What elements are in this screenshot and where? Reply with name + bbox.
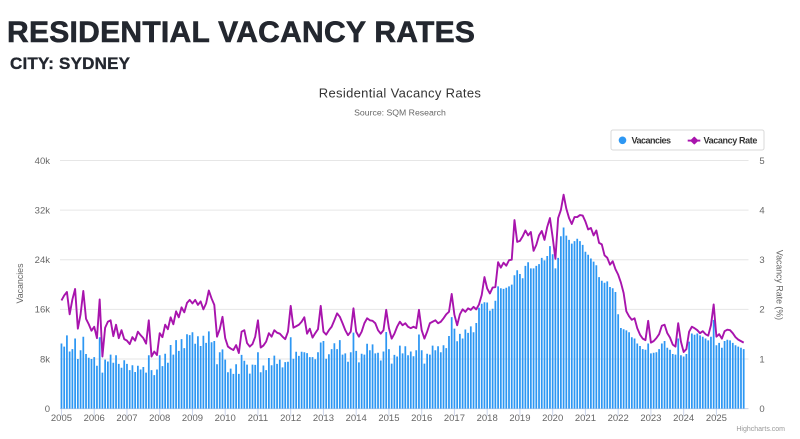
svg-text:2024: 2024 [673,413,694,424]
svg-text:5: 5 [759,156,764,167]
svg-text:Vacancy Rate (%): Vacancy Rate (%) [775,250,785,320]
svg-text:1: 1 [759,354,764,365]
svg-text:32k: 32k [35,205,51,216]
svg-text:2015: 2015 [378,413,399,424]
svg-text:0: 0 [45,404,50,415]
svg-text:Vacancy Rate: Vacancy Rate [704,135,758,145]
svg-text:2: 2 [759,305,764,316]
svg-text:Vacancies: Vacancies [15,263,25,304]
svg-text:8k: 8k [40,354,50,365]
svg-text:3: 3 [759,255,764,266]
svg-text:4: 4 [759,205,764,216]
svg-text:2017: 2017 [444,413,465,424]
svg-text:2019: 2019 [509,413,530,424]
svg-text:2013: 2013 [313,413,334,424]
svg-text:2006: 2006 [84,413,105,424]
svg-text:2007: 2007 [116,413,137,424]
svg-text:2014: 2014 [346,413,367,424]
svg-text:RESIDENTIAL VACANCY RATES: RESIDENTIAL VACANCY RATES [7,16,475,49]
svg-text:2020: 2020 [542,413,563,424]
svg-text:CITY: SYDNEY: CITY: SYDNEY [10,54,131,73]
svg-text:Source: SQM Research: Source: SQM Research [354,108,446,118]
svg-text:2012: 2012 [280,413,301,424]
svg-text:16k: 16k [35,305,51,316]
svg-text:2011: 2011 [248,413,268,424]
svg-text:Vacancies: Vacancies [632,135,672,145]
svg-text:2010: 2010 [215,413,236,424]
svg-text:2008: 2008 [149,413,170,424]
svg-text:0: 0 [759,404,764,415]
svg-text:2018: 2018 [477,413,498,424]
svg-text:2009: 2009 [182,413,203,424]
svg-text:2005: 2005 [51,413,72,424]
svg-text:2023: 2023 [640,413,661,424]
svg-text:2022: 2022 [608,413,629,424]
svg-text:Residential Vacancy Rates: Residential Vacancy Rates [319,86,482,101]
svg-text:40k: 40k [35,156,51,167]
svg-text:2021: 2021 [575,413,596,424]
svg-text:2016: 2016 [411,413,432,424]
svg-text:Highcharts.com: Highcharts.com [736,426,785,433]
svg-text:2025: 2025 [706,413,727,424]
svg-text:24k: 24k [35,255,51,266]
